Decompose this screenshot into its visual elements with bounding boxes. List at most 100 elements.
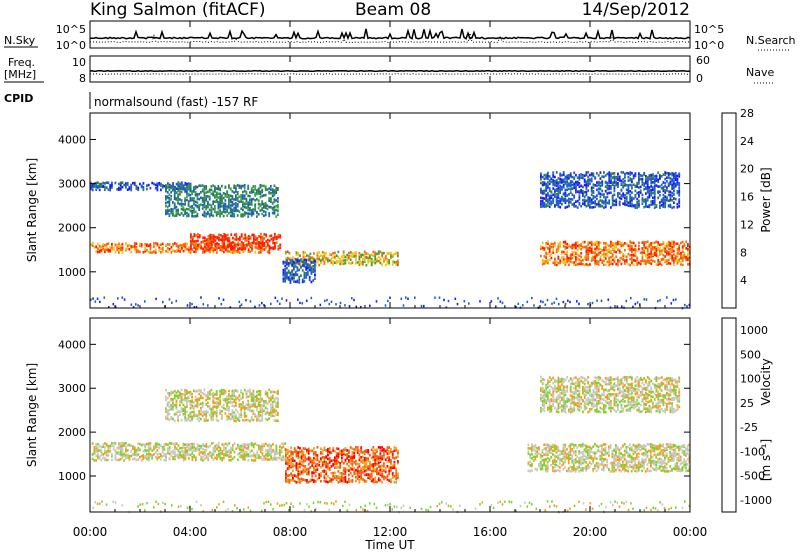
scatter-cell [348, 477, 350, 481]
scatter-cell [639, 259, 642, 263]
scatter-cell [372, 452, 375, 455]
scatter-cell [659, 185, 661, 188]
scatter-cell [253, 235, 255, 238]
scatter-cell [578, 246, 581, 250]
scatter-cell [316, 477, 319, 481]
scatter-cell [395, 449, 398, 452]
scatter-cell [156, 453, 159, 456]
scatter-cell [223, 250, 225, 254]
scatter-cell [111, 248, 113, 251]
scatter-cell [180, 199, 183, 202]
scatter-cell [177, 198, 179, 201]
scatter-cell [395, 473, 398, 477]
scatter-cell [566, 178, 569, 181]
scatter-cell [240, 200, 243, 203]
scatter-cell [156, 242, 159, 246]
scatter-cell [308, 275, 311, 279]
scatter-cell [242, 194, 244, 197]
scatter-cell [268, 212, 271, 215]
scatter-cell [109, 444, 112, 447]
scatter-cell [561, 178, 563, 182]
scatter-cell [163, 445, 166, 449]
scatter-cell [277, 456, 280, 460]
scatter-cell [210, 192, 213, 196]
scatter-cell [348, 449, 350, 452]
scatter-cell [119, 188, 122, 191]
scatter-cell [149, 251, 152, 254]
scatter-cell [235, 190, 237, 193]
scatter-cell [548, 250, 551, 254]
scatter-cell [652, 186, 654, 189]
scatter-cell [481, 501, 484, 504]
scatter-cell [552, 251, 555, 254]
scatter-cell [205, 243, 208, 246]
scatter-cell [118, 458, 120, 462]
scatter-cell [287, 271, 290, 274]
scatter-cell [116, 446, 119, 450]
scatter-cell [580, 247, 583, 251]
scatter-cell [257, 189, 260, 193]
scatter-cell [196, 185, 199, 189]
scatter-cell [564, 175, 567, 179]
scatter-cell [400, 506, 403, 509]
scatter-cell [279, 450, 281, 454]
scatter-cell [256, 190, 258, 194]
scatter-cell [245, 206, 248, 210]
scatter-cell [310, 296, 313, 300]
scatter-cell [245, 453, 248, 456]
scatter-cell [596, 188, 598, 192]
scatter-cell [562, 257, 565, 261]
scatter-cell [191, 248, 194, 251]
scatter-cell [285, 478, 287, 481]
scatter-cell [653, 241, 656, 245]
scatter-cell [553, 446, 556, 450]
scatter-cell [590, 186, 593, 189]
scatter-cell [98, 185, 101, 188]
scatter-cell [233, 233, 236, 237]
scatter-cell [240, 303, 243, 306]
scatter-cell [342, 250, 345, 254]
scatter-cell [590, 455, 593, 458]
scatter-cell [146, 449, 148, 452]
scatter-cell [348, 261, 350, 265]
scatter-cell [92, 506, 94, 510]
scatter-cell [344, 261, 347, 265]
scatter-cell [293, 448, 296, 452]
scatter-cell [648, 252, 651, 256]
scatter-cell [130, 454, 133, 458]
scatter-cell [554, 175, 556, 179]
scatter-cell [629, 204, 632, 208]
scatter-cell [321, 258, 324, 262]
scatter-cell [175, 197, 178, 200]
scatter-cell [564, 240, 567, 244]
scatter-cell [300, 452, 303, 456]
scatter-cell [207, 246, 210, 250]
scatter-cell [601, 253, 604, 257]
scatter-cell [641, 257, 644, 260]
scatter-cell [543, 202, 546, 205]
scatter-cell [585, 185, 588, 188]
scatter-cell [515, 306, 517, 309]
scatter-cell [91, 185, 94, 189]
scatter-cell [548, 244, 551, 248]
scatter-cell [545, 253, 548, 256]
scatter-cell [260, 236, 262, 239]
scatter-cell [554, 241, 556, 245]
scatter-cell [604, 446, 607, 450]
scatter-cell [641, 199, 644, 202]
scatter-cell [529, 469, 532, 473]
scatter-cell [581, 461, 584, 465]
scatter-cell [90, 187, 92, 191]
scatter-cell [370, 263, 373, 267]
scatter-cell [172, 449, 174, 453]
scatter-cell [547, 204, 549, 207]
scatter-cell [233, 186, 236, 189]
scatter-cell [230, 243, 233, 246]
scatter-cell [219, 201, 222, 204]
scatter-cell [285, 462, 287, 465]
scatter-cell [601, 457, 603, 460]
scatter-cell [652, 245, 654, 249]
scatter-cell [553, 449, 556, 452]
scatter-cell [576, 263, 579, 266]
scatter-cell [118, 248, 120, 252]
